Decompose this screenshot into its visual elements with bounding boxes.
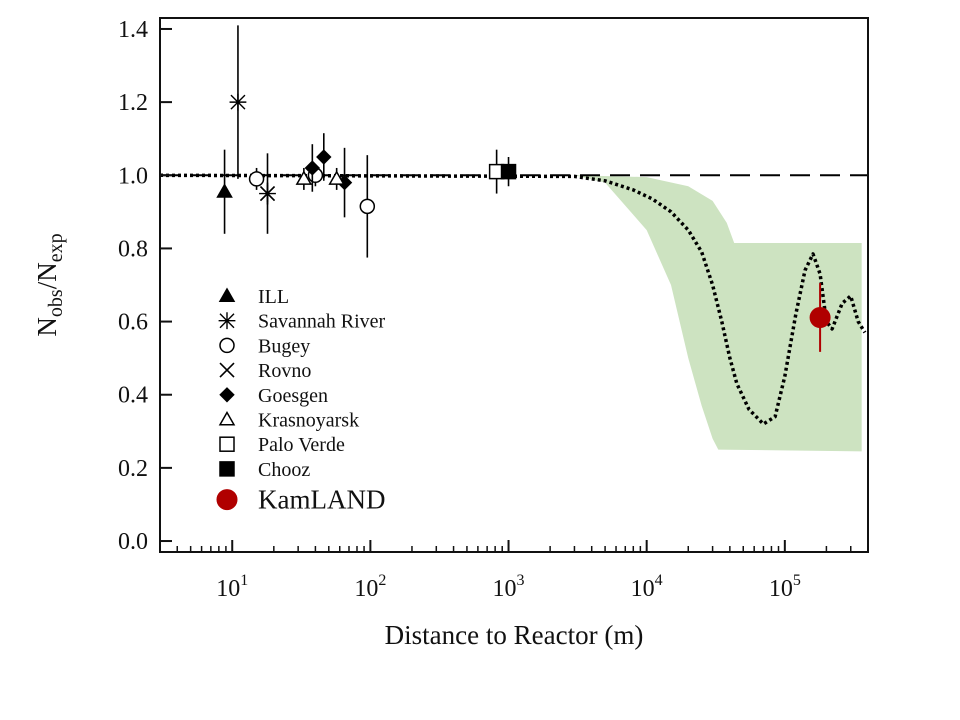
x-tick-label: 103 (493, 572, 525, 602)
legend-item: Bugey (219, 335, 310, 357)
y-tick-label: 1.2 (118, 90, 148, 116)
oscillation-curve (159, 173, 867, 426)
confidence-band (574, 175, 862, 452)
marker-diamond (316, 149, 332, 165)
marker-square (500, 163, 517, 180)
x-tick-exponent: 5 (793, 572, 801, 589)
data-point (229, 25, 247, 179)
marker-triangle (216, 183, 233, 198)
legend-label: Bugey (258, 335, 310, 357)
legend-item: Savannah River (218, 311, 386, 333)
data-point (295, 167, 313, 190)
x-tick-label: 101 (216, 572, 248, 602)
x-tick-exponent: 4 (655, 572, 663, 589)
data-point (304, 144, 321, 192)
x-tick-base: 10 (631, 576, 655, 602)
data-point (809, 283, 831, 352)
series-krasnoyarsk (295, 167, 345, 190)
series-goesgen (304, 133, 353, 218)
data-point (500, 156, 517, 187)
y-tick-label: 1.4 (118, 17, 148, 43)
legend-item: Palo Verde (219, 434, 345, 456)
y-axis-title-sub1: obs (45, 289, 67, 317)
marker-asterisk (229, 93, 247, 111)
marker-circle (216, 489, 238, 511)
y-tick-label: 1.0 (118, 163, 148, 189)
x-tick-base: 10 (769, 576, 793, 602)
y-axis-title-sub2: exp (45, 233, 67, 262)
legend-item: Chooz (219, 459, 310, 481)
marker-square (219, 461, 235, 477)
x-tick-exponent: 1 (240, 572, 248, 589)
plot-frame (159, 17, 869, 553)
y-tick-label: 0.2 (118, 456, 148, 482)
x-tick-label: 102 (354, 572, 386, 602)
x-axis-title: Distance to Reactor (m) (385, 620, 644, 650)
series-savannah-river (229, 25, 276, 234)
legend-label: Rovno (258, 360, 311, 382)
x-tick-base: 10 (354, 576, 378, 602)
legend-label: Krasnoyarsk (258, 410, 359, 432)
marker-diamond (219, 387, 235, 403)
marker-diamond (304, 160, 321, 176)
series-ill (216, 149, 233, 234)
marker-circle (248, 171, 265, 187)
marker-asterisk (218, 312, 236, 330)
data-point (259, 182, 276, 205)
marker-triangle (295, 170, 313, 185)
confidence-band-layer (574, 175, 862, 452)
y-tick-label: 0.4 (118, 383, 148, 409)
marker-cross (259, 185, 276, 202)
legend-item: Rovno (219, 360, 311, 382)
series-chooz (500, 156, 517, 187)
marker-circle (809, 307, 831, 329)
data-point (216, 149, 233, 234)
y-tick-label: 0.8 (118, 236, 148, 262)
marker-circle (359, 198, 376, 215)
marker-triangle (218, 410, 236, 426)
marker-triangle (218, 287, 236, 302)
y-axis-title-main: N (32, 317, 62, 337)
marker-circle (219, 337, 235, 354)
legend-item: Krasnoyarsk (218, 410, 359, 432)
legend-label: Chooz (258, 459, 310, 481)
y-tick-label: 0.6 (118, 310, 148, 336)
marker-cross (219, 362, 235, 378)
legend-label: Goesgen (258, 385, 328, 407)
y-axis-title-slash: /N (32, 262, 62, 289)
data-point (359, 155, 376, 258)
series-kamland (809, 283, 831, 352)
oscillation-curve-layer (159, 173, 867, 426)
x-tick-exponent: 3 (517, 572, 525, 589)
legend-label: Palo Verde (258, 434, 345, 456)
data-point (316, 133, 332, 181)
legend-item: ILL (218, 286, 289, 308)
data-point (248, 167, 265, 190)
legend-item: KamLAND (216, 485, 385, 515)
x-tick-label: 104 (631, 572, 663, 602)
legend-label: ILL (258, 286, 289, 308)
marker-triangle (328, 170, 345, 185)
legend-label: Savannah River (258, 311, 386, 333)
legend-label: KamLAND (258, 485, 385, 515)
x-tick-base: 10 (493, 576, 517, 602)
marker-square (219, 436, 235, 452)
y-tick-label: 0.0 (118, 529, 148, 555)
x-tick-label: 105 (769, 572, 801, 602)
data-point (328, 167, 345, 190)
series-rovno (259, 182, 276, 205)
legend-item: Goesgen (219, 385, 328, 407)
data-points-layer (216, 25, 831, 352)
x-tick-base: 10 (216, 576, 240, 602)
y-axis-title: Nobs/Nexp (32, 233, 67, 336)
x-tick-exponent: 2 (378, 572, 386, 589)
